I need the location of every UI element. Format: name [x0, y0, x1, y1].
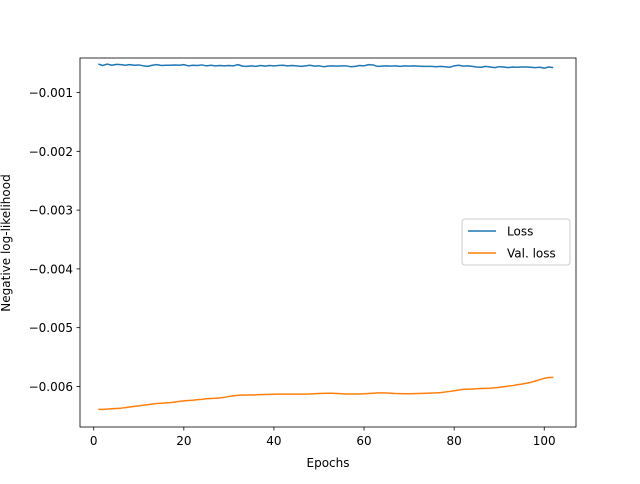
- y-tick-label: −0.001: [29, 86, 73, 100]
- y-tick-label: −0.002: [29, 145, 73, 159]
- x-tick-label: 40: [266, 434, 281, 448]
- plot-area: [79, 57, 577, 428]
- y-tick-label: −0.003: [29, 204, 73, 218]
- legend-entry-label: Val. loss: [507, 247, 556, 261]
- y-tick-label: −0.005: [29, 321, 73, 335]
- x-tick-label: 0: [90, 434, 98, 448]
- x-tick-label: 60: [356, 434, 371, 448]
- series-line-loss: [98, 63, 554, 69]
- legend: Loss Val. loss: [461, 218, 571, 266]
- plot-frame: [79, 57, 577, 428]
- x-tick-label: 100: [533, 434, 556, 448]
- y-axis: −0.006 −0.005 −0.004 −0.003 −0.002 −0.001: [29, 86, 80, 394]
- x-tick-label: 80: [446, 434, 461, 448]
- legend-entry-label: Loss: [507, 225, 533, 239]
- x-axis-label: Epochs: [307, 456, 350, 470]
- x-axis: 0 20 40 60 80 100: [90, 427, 556, 448]
- series-line-val-loss: [98, 376, 554, 411]
- y-tick-label: −0.006: [29, 380, 73, 394]
- y-axis-label: Negative log-likelihood: [0, 174, 13, 311]
- y-tick-label: −0.004: [29, 262, 73, 276]
- x-tick-label: 20: [176, 434, 191, 448]
